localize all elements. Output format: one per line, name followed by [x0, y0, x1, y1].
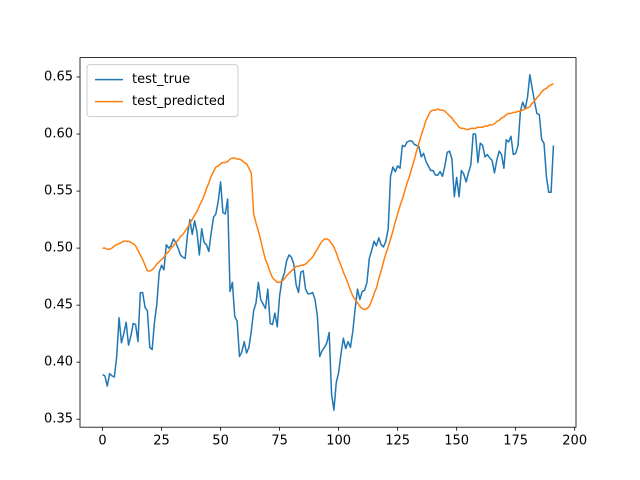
x-tick-label: 150: [444, 434, 469, 449]
y-tick-label: 0.65: [44, 69, 73, 84]
x-tick-label: 100: [326, 434, 351, 449]
legend-label: test_predicted: [132, 94, 225, 109]
x-tick-label: 50: [212, 434, 229, 449]
legend-box: [86, 64, 239, 118]
x-tick-label: 175: [503, 434, 528, 449]
y-tick-label: 0.60: [44, 127, 73, 142]
y-tick-label: 0.40: [44, 355, 73, 370]
data-line: [102, 83, 554, 311]
x-tick-label: 125: [385, 434, 410, 449]
y-tick-label: 0.55: [44, 184, 73, 199]
plot-frame: [79, 57, 577, 428]
legend-label: test_true: [132, 72, 190, 87]
x-tick-label: 200: [562, 434, 587, 449]
x-tick-label: 75: [271, 434, 288, 449]
y-tick-label: 0.35: [44, 412, 73, 427]
data-line: [102, 73, 555, 411]
x-tick-label: 25: [153, 434, 170, 449]
y-tick-label: 0.50: [44, 241, 73, 256]
y-tick-label: 0.45: [44, 298, 73, 313]
x-tick-label: 0: [98, 434, 106, 449]
